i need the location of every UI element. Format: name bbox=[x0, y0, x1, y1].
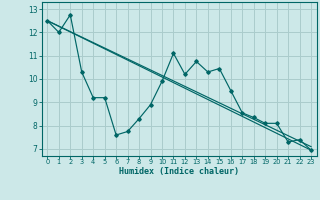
X-axis label: Humidex (Indice chaleur): Humidex (Indice chaleur) bbox=[119, 167, 239, 176]
